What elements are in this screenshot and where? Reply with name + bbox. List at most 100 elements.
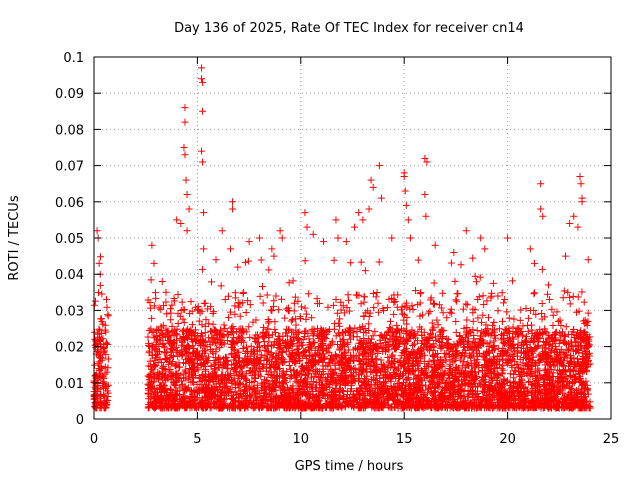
data-point bbox=[403, 375, 411, 383]
data-point bbox=[371, 328, 379, 336]
data-point bbox=[442, 395, 450, 403]
data-point bbox=[151, 346, 159, 354]
data-point bbox=[429, 379, 437, 387]
data-point bbox=[279, 374, 287, 382]
data-point bbox=[541, 338, 549, 346]
data-point bbox=[429, 352, 437, 360]
data-point bbox=[581, 344, 589, 352]
data-point bbox=[195, 317, 203, 325]
data-point bbox=[251, 388, 259, 396]
data-point bbox=[430, 299, 438, 307]
data-point bbox=[524, 327, 532, 335]
data-point bbox=[464, 338, 472, 346]
data-point bbox=[479, 311, 487, 319]
data-point bbox=[544, 365, 552, 373]
data-point bbox=[271, 329, 279, 337]
data-point bbox=[339, 356, 347, 364]
data-point bbox=[257, 372, 265, 380]
data-point bbox=[494, 307, 502, 315]
data-point bbox=[416, 345, 424, 353]
data-point bbox=[222, 382, 230, 390]
data-point bbox=[365, 312, 373, 320]
data-point bbox=[252, 335, 260, 343]
data-point bbox=[464, 371, 472, 379]
data-point bbox=[503, 377, 511, 385]
data-point bbox=[272, 364, 280, 372]
data-point bbox=[544, 290, 552, 298]
data-point bbox=[203, 381, 211, 389]
data-point bbox=[385, 328, 393, 336]
data-point bbox=[444, 340, 452, 348]
data-point bbox=[298, 341, 306, 349]
data-point bbox=[341, 348, 349, 356]
data-point bbox=[352, 291, 360, 299]
data-point bbox=[485, 314, 493, 322]
data-point bbox=[228, 379, 236, 387]
data-point bbox=[472, 400, 480, 408]
data-point bbox=[144, 372, 152, 380]
data-point bbox=[294, 391, 302, 399]
data-point bbox=[529, 349, 537, 357]
data-point bbox=[391, 396, 399, 404]
data-point bbox=[235, 397, 243, 405]
data-point bbox=[531, 289, 539, 297]
data-point bbox=[548, 347, 556, 355]
data-point bbox=[441, 353, 449, 361]
data-point bbox=[145, 403, 153, 411]
data-point bbox=[360, 374, 368, 382]
data-point bbox=[91, 335, 99, 343]
data-point bbox=[511, 392, 519, 400]
data-point bbox=[265, 317, 273, 325]
data-point bbox=[554, 317, 562, 325]
data-point bbox=[179, 328, 187, 336]
data-point bbox=[430, 323, 438, 331]
data-point bbox=[482, 326, 490, 334]
data-point bbox=[254, 355, 262, 363]
data-point bbox=[162, 288, 170, 296]
data-point bbox=[170, 338, 178, 346]
data-point bbox=[522, 354, 530, 362]
data-point bbox=[408, 397, 416, 405]
data-point bbox=[405, 402, 413, 410]
data-point bbox=[390, 310, 398, 318]
data-point bbox=[561, 366, 569, 374]
data-point bbox=[170, 295, 178, 303]
data-point bbox=[276, 341, 284, 349]
data-point bbox=[155, 348, 163, 356]
data-point bbox=[489, 279, 497, 287]
data-point bbox=[295, 349, 303, 357]
data-point bbox=[271, 362, 279, 370]
data-point bbox=[297, 404, 305, 412]
data-point bbox=[192, 372, 200, 380]
data-point bbox=[326, 355, 334, 363]
data-point bbox=[205, 396, 213, 404]
data-point bbox=[433, 378, 441, 386]
data-point bbox=[337, 343, 345, 351]
data-point bbox=[369, 332, 377, 340]
data-point bbox=[527, 306, 535, 314]
data-point bbox=[429, 300, 437, 308]
data-point bbox=[573, 308, 581, 316]
data-point bbox=[490, 337, 498, 345]
data-point bbox=[201, 376, 209, 384]
data-point bbox=[323, 399, 331, 407]
data-point bbox=[227, 351, 235, 359]
data-point bbox=[160, 302, 168, 310]
data-point bbox=[558, 328, 566, 336]
data-point bbox=[426, 307, 434, 315]
data-point bbox=[221, 295, 229, 303]
data-point bbox=[332, 295, 340, 303]
data-point bbox=[493, 377, 501, 384]
data-point bbox=[374, 299, 382, 307]
data-point bbox=[225, 314, 233, 322]
data-point bbox=[439, 309, 447, 317]
data-point bbox=[281, 404, 289, 412]
data-point bbox=[510, 352, 518, 360]
data-point bbox=[451, 357, 459, 365]
data-point bbox=[93, 400, 101, 408]
data-point bbox=[184, 325, 192, 333]
data-point bbox=[486, 339, 494, 347]
data-point bbox=[572, 370, 580, 378]
data-point bbox=[331, 376, 339, 384]
data-point bbox=[534, 384, 542, 392]
